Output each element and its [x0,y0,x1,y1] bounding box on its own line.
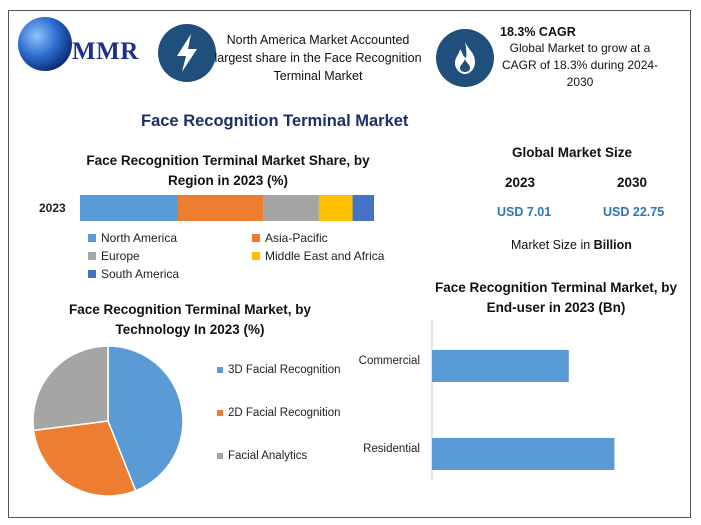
pie-slice-1 [32,420,137,497]
unit-note-prefix: Market Size in [511,238,594,252]
pie-slice-2 [32,345,109,432]
global-size-title: Global Market Size [512,145,633,160]
market-size-unit-note: Market Size in Billion [511,238,632,252]
legend-label: Europe [101,249,140,263]
header-region-text: North America Market Accounted largest s… [214,33,422,83]
legend-label: 2D Facial Recognition [228,407,341,419]
legend-swatch [252,252,260,260]
legend-label: 3D Facial Recognition [228,364,341,376]
enduser-bar-commercial [432,350,569,382]
cagr-text: Global Market to grow at a CAGR of 18.3%… [501,41,659,89]
enduser-category-label: Residential [363,443,420,455]
legend-label: Facial Analytics [228,450,308,462]
legend-swatch [217,367,223,373]
region-segment-0 [80,195,178,221]
legend-swatch [217,410,223,416]
main-title: Face Recognition Terminal Market [141,112,409,130]
legend-label: Middle East and Africa [265,249,385,263]
legend-label: North America [101,231,178,245]
flame-icon [436,29,494,87]
global-size-year1: 2023 [505,175,536,190]
region-segment-2 [263,195,319,221]
enduser-bar-residential [432,438,615,470]
cagr-title: 18.3% CAGR [500,25,576,39]
region-segment-4 [352,195,374,221]
technology-pie [32,345,184,497]
region-segment-1 [178,195,264,221]
enduser-chart-title: Face Recognition Terminal Market, by End… [434,280,678,315]
region-legend-item: North America [88,231,177,245]
legend-swatch [217,453,223,459]
pie-slice-0 [107,345,184,492]
region-legend-item: South America [88,267,179,281]
region-bar-year-label: 2023 [39,201,66,215]
region-legend-item: Europe [88,249,140,263]
technology-chart-title: Face Recognition Terminal Market, by Tec… [68,302,312,337]
region-legend-item: Asia-Pacific [252,231,328,245]
logo-text: MMR [72,38,139,65]
legend-swatch [88,270,96,278]
globe-logo-icon [18,17,72,71]
global-size-value2: USD 22.75 [603,205,665,219]
legend-swatch [88,252,96,260]
legend-swatch [88,234,96,242]
legend-label: Asia-Pacific [265,231,328,245]
technology-legend-item: 2D Facial Recognition [217,407,341,419]
global-size-year2: 2030 [617,175,648,190]
region-segment-3 [318,195,353,221]
region-legend-item: Middle East and Africa [252,249,384,263]
unit-note-bold: Billion [593,238,632,252]
legend-label: South America [101,267,180,281]
region-stacked-bar [80,195,374,221]
technology-legend-item: 3D Facial Recognition [217,364,341,376]
global-size-value1: USD 7.01 [497,205,552,219]
legend-swatch [252,234,260,242]
technology-legend-item: Facial Analytics [217,450,307,462]
region-chart-title: Face Recognition Terminal Market Share, … [86,153,370,188]
enduser-category-label: Commercial [359,355,420,367]
lightning-bolt-icon [158,24,216,82]
enduser-bar-chart: Commercial Residential [359,320,615,480]
